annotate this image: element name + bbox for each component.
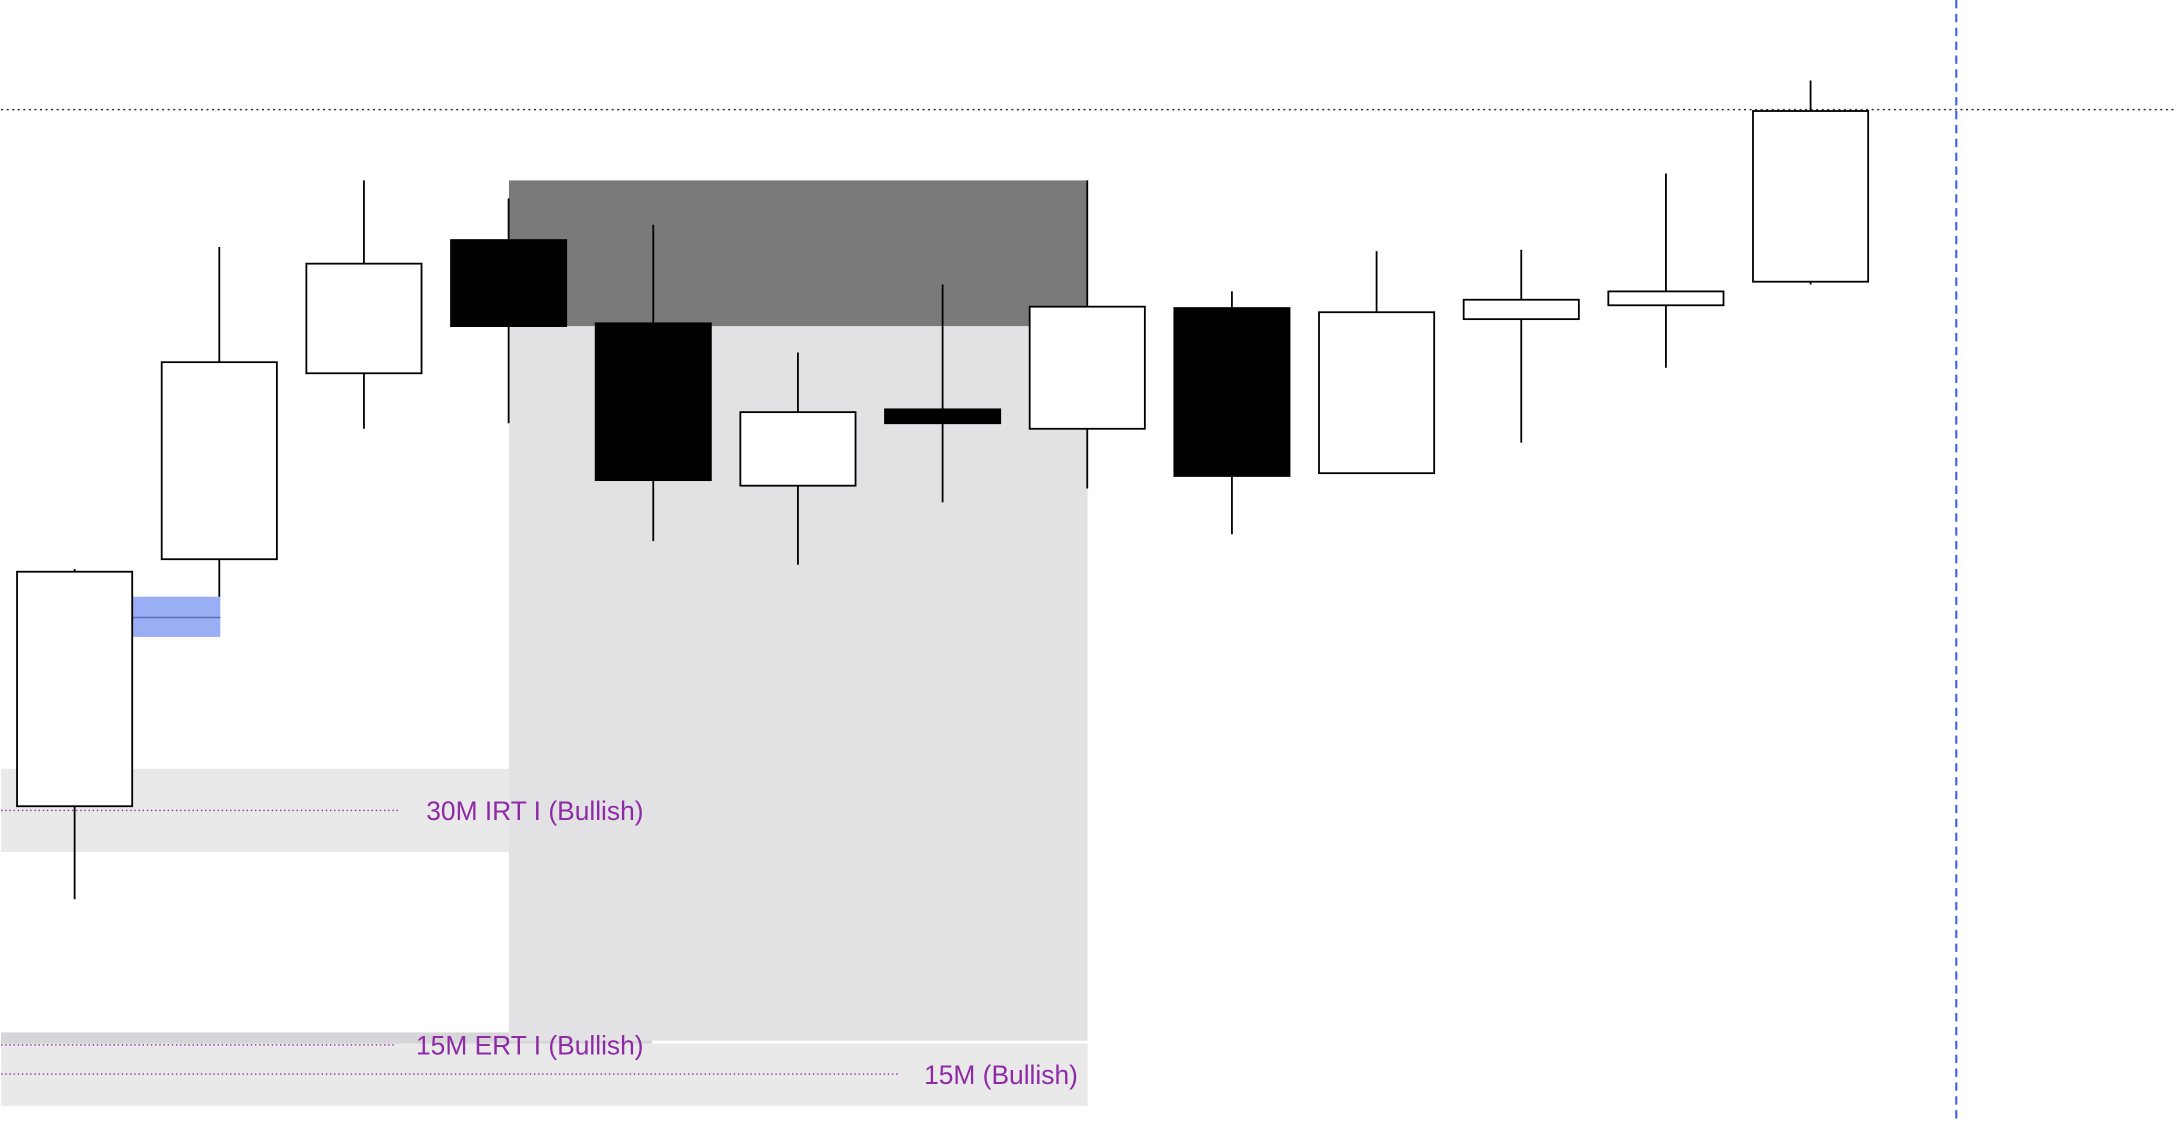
zone-label: 15M ERT I (Bullish) bbox=[416, 1031, 644, 1061]
candle-body bbox=[1752, 110, 1870, 283]
candle-body bbox=[1173, 307, 1291, 477]
candle-body bbox=[884, 408, 1002, 425]
candle-body bbox=[16, 570, 134, 808]
candle-body bbox=[1462, 298, 1580, 321]
zone-label: 30M IRT I (Bullish) bbox=[426, 796, 643, 826]
candle-body bbox=[305, 262, 423, 375]
candle-body bbox=[450, 239, 568, 328]
candle-body bbox=[1028, 305, 1146, 430]
candles bbox=[16, 80, 1870, 900]
candle-body bbox=[160, 361, 278, 561]
candle-body bbox=[1607, 290, 1725, 307]
candle-body bbox=[594, 322, 712, 482]
zone bbox=[1, 1043, 1088, 1106]
candle-body bbox=[739, 411, 857, 487]
zone-label: 15M (Bullish) bbox=[924, 1060, 1078, 1090]
zone bbox=[508, 180, 1088, 327]
candle-body bbox=[1318, 311, 1436, 475]
